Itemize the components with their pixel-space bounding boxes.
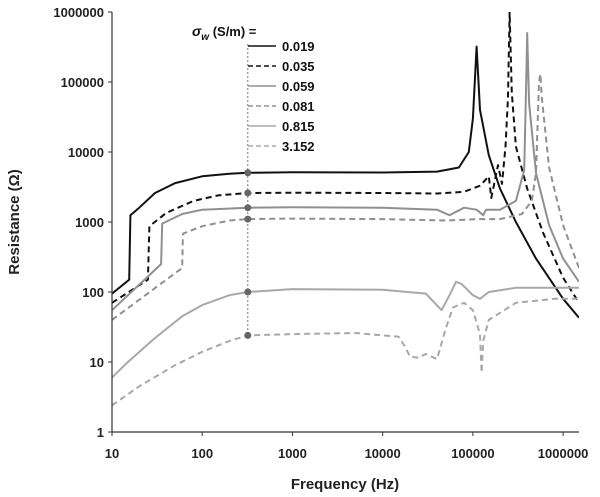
y-tick-label: 100 — [82, 285, 104, 300]
legend-entry-0.081: 0.081 — [282, 99, 315, 114]
plot-lines — [112, 12, 579, 407]
y-axis-title: Resistance (Ω) — [6, 169, 23, 274]
y-tick-label: 100000 — [61, 75, 104, 90]
legend-entry-0.059: 0.059 — [282, 79, 315, 94]
x-tick-label: 1000 — [278, 446, 307, 461]
series-line-0.035 — [112, 12, 579, 304]
legend-title: σw (S/m) = — [192, 23, 257, 43]
y-tick-label: 10 — [90, 355, 104, 370]
legend: σw (S/m) = 0.019 0.035 0.059 0.081 0.815 3.152 — [192, 23, 315, 154]
series-line-0.815 — [112, 280, 579, 379]
y-tick-label: 1000 — [75, 215, 104, 230]
marker-line-group — [244, 44, 252, 339]
marker-point-3.152 — [244, 331, 252, 339]
marker-point-0.035 — [244, 189, 252, 197]
series-line-3.152 — [112, 297, 579, 407]
y-tick-label: 10000 — [68, 145, 104, 160]
x-tick-label: 100000 — [451, 446, 494, 461]
series-line-0.019 — [112, 45, 579, 319]
marker-point-0.059 — [244, 204, 252, 212]
legend-entry-0.019: 0.019 — [282, 39, 315, 54]
x-axis-title: Frequency (Hz) — [291, 476, 399, 493]
legend-entry-0.815: 0.815 — [282, 119, 315, 134]
x-tick-label: 1000000 — [538, 446, 589, 461]
y-tick-label: 1000000 — [53, 5, 104, 20]
y-tick-label: 1 — [97, 425, 104, 440]
marker-point-0.815 — [244, 288, 252, 296]
x-tick-label: 10000 — [365, 446, 401, 461]
series-line-0.059 — [112, 32, 579, 311]
marker-point-0.019 — [244, 169, 252, 177]
legend-entry-3.152: 3.152 — [282, 139, 315, 154]
x-tick-label: 10 — [105, 446, 119, 461]
marker-point-0.081 — [244, 215, 252, 223]
series-line-0.081 — [112, 73, 579, 321]
legend-entry-0.035: 0.035 — [282, 59, 315, 74]
x-tick-label: 100 — [191, 446, 213, 461]
